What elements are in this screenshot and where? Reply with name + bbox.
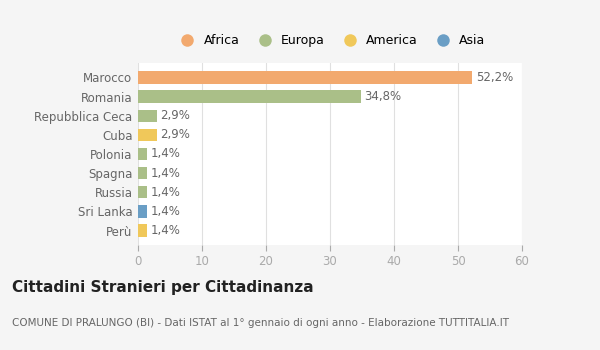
Text: 2,9%: 2,9% bbox=[160, 128, 190, 141]
Bar bbox=[138, 110, 157, 122]
Bar bbox=[138, 224, 147, 237]
Text: 1,4%: 1,4% bbox=[151, 186, 181, 199]
Bar bbox=[138, 129, 157, 141]
Text: 34,8%: 34,8% bbox=[365, 90, 401, 103]
Bar bbox=[138, 90, 361, 103]
Text: 2,9%: 2,9% bbox=[160, 109, 190, 122]
Text: Cittadini Stranieri per Cittadinanza: Cittadini Stranieri per Cittadinanza bbox=[12, 280, 314, 295]
Bar bbox=[138, 71, 472, 84]
Text: 1,4%: 1,4% bbox=[151, 147, 181, 161]
Legend: Africa, Europa, America, Asia: Africa, Europa, America, Asia bbox=[170, 29, 490, 52]
Text: COMUNE DI PRALUNGO (BI) - Dati ISTAT al 1° gennaio di ogni anno - Elaborazione T: COMUNE DI PRALUNGO (BI) - Dati ISTAT al … bbox=[12, 318, 509, 329]
Bar bbox=[138, 148, 147, 160]
Bar bbox=[138, 186, 147, 198]
Bar bbox=[138, 167, 147, 179]
Bar bbox=[138, 205, 147, 218]
Text: 1,4%: 1,4% bbox=[151, 205, 181, 218]
Text: 52,2%: 52,2% bbox=[476, 71, 513, 84]
Text: 1,4%: 1,4% bbox=[151, 167, 181, 180]
Text: 1,4%: 1,4% bbox=[151, 224, 181, 237]
